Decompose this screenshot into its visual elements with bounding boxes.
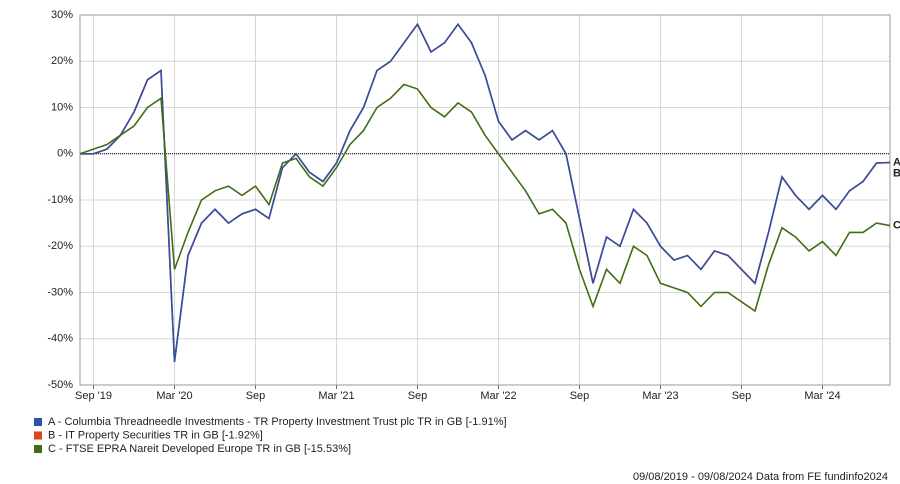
y-tick-label: -20% [47,240,73,252]
legend-label: C - FTSE EPRA Nareit Developed Europe TR… [48,443,351,455]
y-tick-label: -10% [47,194,73,206]
legend-label: B - IT Property Securities TR in GB [-1.… [48,429,263,441]
y-tick-label: 10% [51,101,73,113]
end-label: B [893,167,900,179]
legend-swatch [34,418,42,426]
legend-label: A - Columbia Threadneedle Investments - … [48,416,507,428]
y-tick-label: 20% [51,55,73,67]
legend-swatch [34,431,42,440]
x-tick-label: Mar '23 [642,390,678,402]
end-label: C [893,219,900,231]
series-line [80,22,891,363]
plot-frame [79,14,891,386]
y-tick-label: -50% [47,379,73,391]
footer: 09/08/2019 - 09/08/2024 Data from FE fun… [633,471,888,483]
end-label: A [893,156,900,168]
x-tick-label: Sep [570,390,590,402]
x-tick-label: Sep [732,390,752,402]
y-tick-label: 0% [57,148,73,160]
y-tick-label: -40% [47,333,73,345]
x-tick-label: Mar '24 [804,390,840,402]
x-tick-label: Mar '20 [156,390,192,402]
x-tick-label: Mar '21 [318,390,354,402]
series-line [79,83,891,313]
x-tick-label: Mar '22 [480,390,516,402]
y-tick-label: 30% [51,9,73,21]
legend-swatch [34,445,42,453]
x-tick-label: Sep [246,390,266,402]
x-tick-label: Sep '19 [75,390,112,402]
x-tick-label: Sep [408,390,428,402]
y-tick-label: -30% [47,286,73,298]
